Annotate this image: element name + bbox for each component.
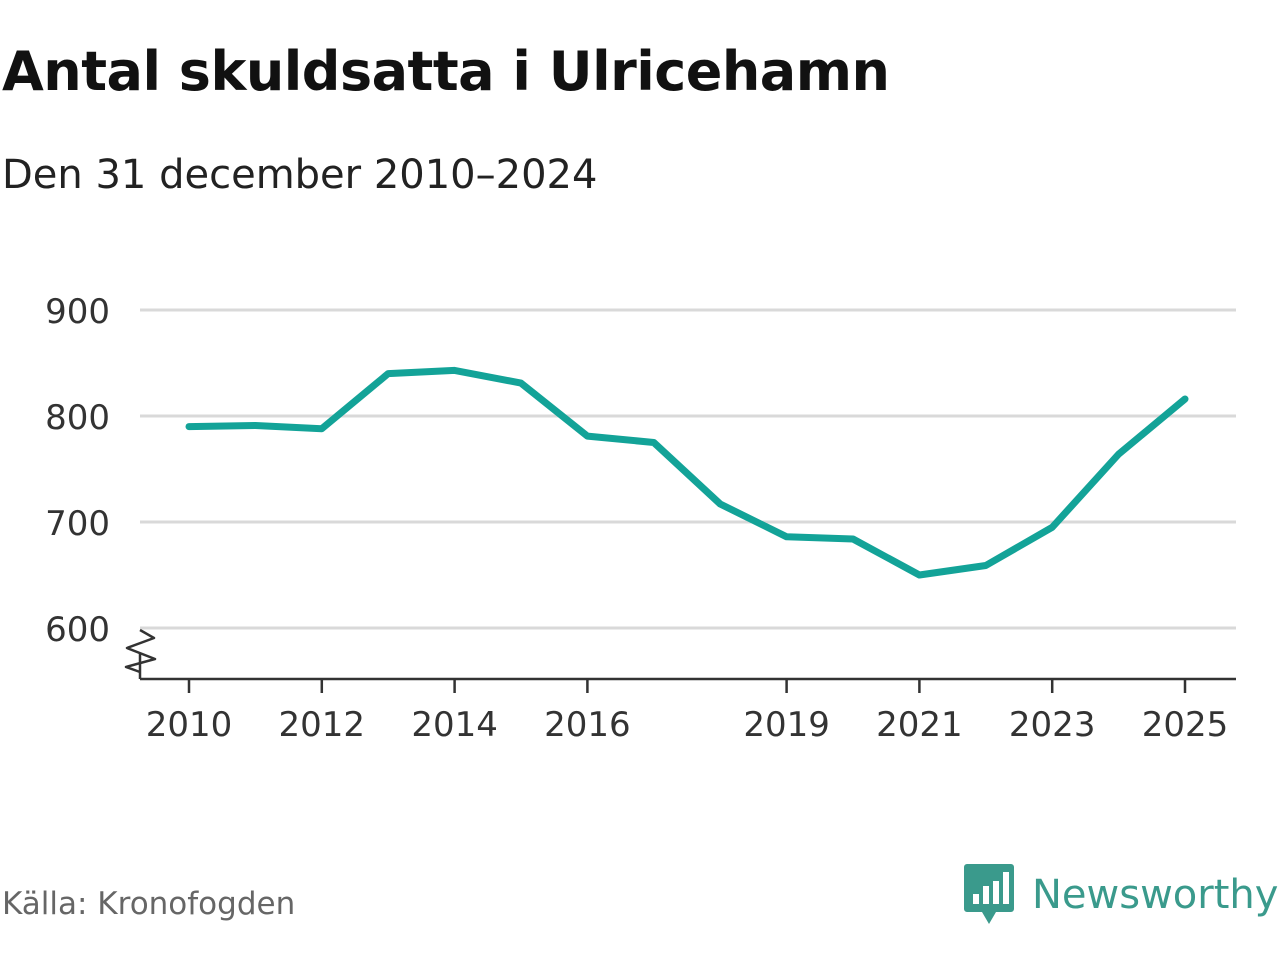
x-tick-label: 2010 [146, 705, 233, 745]
y-tick-label: 900 [45, 292, 110, 332]
y-tick-label: 800 [45, 398, 110, 438]
newsworthy-logo-icon [964, 864, 1014, 924]
y-tick-label: 700 [45, 504, 110, 544]
x-tick-label: 2016 [544, 705, 631, 745]
y-axis-break-icon [124, 628, 157, 674]
chart-title: Antal skuldsatta i Ulricehamn [2, 40, 890, 103]
brand-logo: Newsworthy [964, 862, 1278, 928]
brand-name: Newsworthy [1032, 872, 1279, 918]
x-tick-label: 2021 [876, 705, 963, 745]
series-line-0 [185, 366, 1189, 579]
x-tick-label: 2023 [1009, 705, 1096, 745]
x-tick-label: 2014 [411, 705, 498, 745]
y-tick-label: 600 [45, 610, 110, 650]
x-tick-label: 2012 [279, 705, 366, 745]
source-note: Källa: Kronofogden [2, 886, 296, 922]
x-tick-label: 2019 [743, 705, 830, 745]
chart-subtitle: Den 31 december 2010–2024 [2, 152, 598, 198]
line-chart: 600 700 800 900 2010 2012 2014 2016 2019 2021 2023… [45, 292, 1236, 745]
x-tick-label: 2025 [1142, 705, 1229, 745]
